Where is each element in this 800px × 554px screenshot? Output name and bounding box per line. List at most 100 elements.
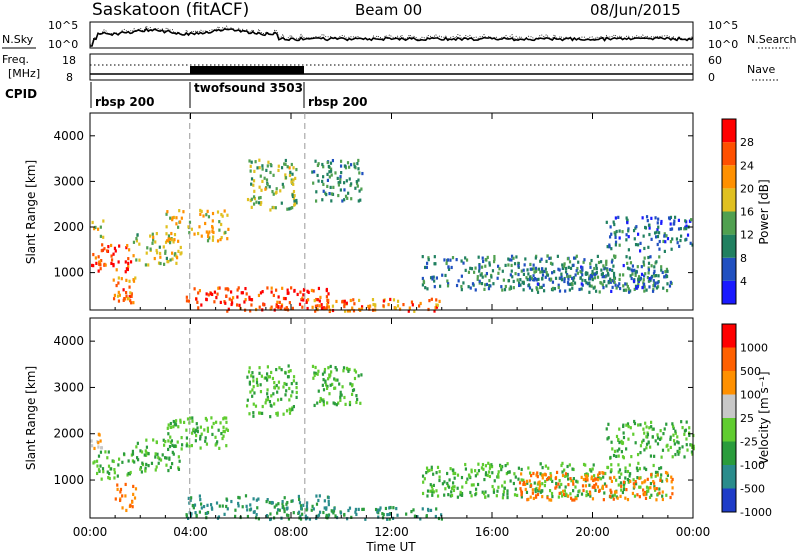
power-echo-cell xyxy=(589,273,592,278)
power-echo-cell xyxy=(230,298,233,302)
power-echo-cell xyxy=(545,259,548,263)
velocity-echo-cell xyxy=(270,370,273,375)
velocity-echo-cell xyxy=(255,498,258,502)
power-echo-cell xyxy=(120,277,123,281)
velocity-echo-cell xyxy=(529,495,532,499)
power-echo-cell xyxy=(540,257,543,261)
velocity-echo-cell xyxy=(319,396,322,401)
velocity-echo-cell xyxy=(180,447,183,451)
power-echo-cell xyxy=(652,272,656,276)
power-echo-cell xyxy=(634,273,637,278)
power-echo-cell xyxy=(647,245,650,249)
velocity-echo-cell xyxy=(452,471,455,476)
velocity-echo-cell xyxy=(185,442,189,446)
velocity-echo-cell xyxy=(273,402,276,406)
power-echo-cell xyxy=(286,207,289,211)
velocity-echo-cell xyxy=(570,479,573,483)
velocity-echo-cell xyxy=(508,470,511,474)
power-echo-cell xyxy=(629,274,632,278)
noise-left-tick-top: 10^5 xyxy=(48,19,78,32)
velocity-echo-cell xyxy=(127,459,130,463)
power-echo-cell xyxy=(288,207,291,211)
velocity-echo-cell xyxy=(298,497,301,501)
power-echo-cell xyxy=(551,262,554,266)
velocity-echo-cell xyxy=(324,379,327,383)
power-echo-cell xyxy=(277,168,280,173)
power-echo-cell xyxy=(149,247,152,251)
velocity-echo-cell xyxy=(539,472,542,476)
velocity-echo-cell xyxy=(291,390,294,394)
power-echo-cell xyxy=(536,287,539,292)
power-echo-cell xyxy=(418,304,421,308)
power-echo-cell xyxy=(168,241,172,245)
velocity-echo-cell xyxy=(332,401,335,405)
power-echo-cell xyxy=(173,238,176,242)
power-echo-cell xyxy=(663,275,666,279)
velocity-echo-cell xyxy=(686,448,689,452)
power-echo-cell xyxy=(243,300,246,304)
power-echo-cell xyxy=(438,299,441,304)
power-echo-cell xyxy=(665,234,668,238)
power-echo-cell xyxy=(512,256,515,260)
velocity-echo-cell xyxy=(659,466,663,470)
power-echo-cell xyxy=(559,276,562,280)
power-echo-cell xyxy=(204,221,207,226)
power-echo-cell xyxy=(302,293,305,297)
velocity-echo-cell xyxy=(622,484,626,489)
velocity-echo-cell xyxy=(252,510,255,514)
velocity-echo-cell xyxy=(225,444,228,448)
velocity-echo-cell xyxy=(613,475,616,480)
velocity-echo-cell xyxy=(292,379,295,383)
power-echo-cell xyxy=(569,282,572,286)
power-echo-cell xyxy=(638,249,642,253)
velocity-echo-cell xyxy=(653,481,656,485)
velocity-echo-cell xyxy=(621,441,624,446)
velocity-echo-cell xyxy=(359,401,362,405)
power-echo-cell xyxy=(215,295,218,300)
velocity-echo-cell xyxy=(691,452,694,456)
power-colorbar-tick: 20 xyxy=(740,182,754,195)
power-echo-cell xyxy=(626,218,629,222)
velocity-echo-cell xyxy=(364,517,367,521)
power-echo-cell xyxy=(684,219,687,223)
power-echo-cell xyxy=(669,227,672,231)
power-echo-cell xyxy=(572,276,576,280)
velocity-echo-cell xyxy=(323,370,326,374)
power-echo-cell xyxy=(353,162,356,166)
power-echo-cell xyxy=(328,175,331,179)
power-echo-cell xyxy=(275,304,278,309)
power-echo-cell xyxy=(549,261,553,265)
power-echo-cell xyxy=(580,287,583,291)
velocity-echo-cell xyxy=(676,440,679,444)
power-echo-cell xyxy=(95,261,98,265)
velocity-echo-cell xyxy=(169,435,172,439)
velocity-echo-cell xyxy=(248,412,251,416)
power-echo-cell xyxy=(279,189,282,193)
velocity-echo-cell xyxy=(565,474,568,478)
power-echo-cell xyxy=(568,260,572,264)
velocity-echo-cell xyxy=(627,437,630,441)
velocity-echo-cell xyxy=(456,473,460,477)
velocity-echo-cell xyxy=(270,500,274,505)
velocity-echo-cell xyxy=(534,489,537,494)
velocity-echo-cell xyxy=(222,434,225,438)
power-echo-cell xyxy=(658,247,661,251)
velocity-echo-cell xyxy=(618,475,621,480)
velocity-echo-cell xyxy=(610,440,613,444)
power-echo-cell xyxy=(534,269,538,273)
power-echo-cell xyxy=(685,224,688,228)
power-echo-cell xyxy=(427,307,430,312)
power-echo-cell xyxy=(618,273,622,277)
velocity-echo-cell xyxy=(474,493,477,497)
velocity-echo-cell xyxy=(353,368,356,372)
velocity-echo-cell xyxy=(491,471,494,475)
velocity-echo-cell xyxy=(322,510,325,515)
power-echo-cell xyxy=(572,263,575,267)
velocity-echo-cell xyxy=(225,504,228,509)
velocity-echo-cell xyxy=(389,505,392,510)
velocity-echo-cell xyxy=(586,478,589,482)
power-echo-cell xyxy=(327,300,330,304)
power-echo-cell xyxy=(644,272,647,276)
velocity-echo-cell xyxy=(666,473,670,477)
power-echo-cell xyxy=(572,256,576,260)
